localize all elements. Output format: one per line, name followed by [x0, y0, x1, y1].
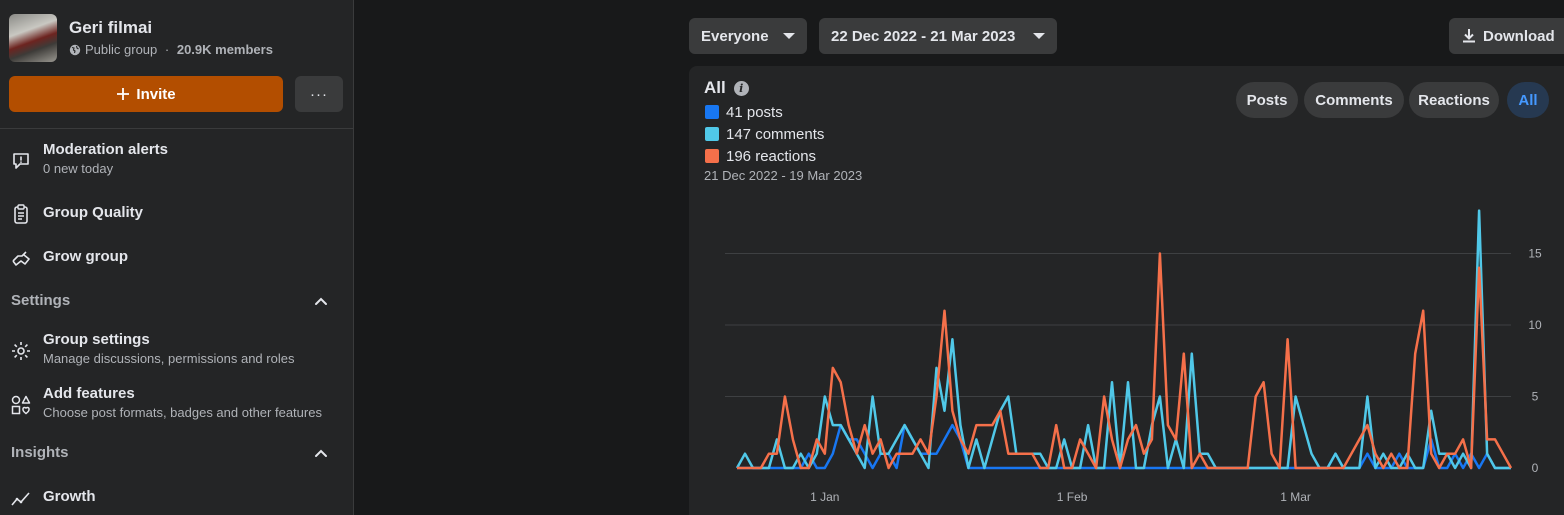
shapes-icon [9, 393, 33, 417]
member-count: 20.9K members [176, 42, 273, 57]
plus-icon [117, 88, 130, 100]
group-settings-sub: Manage discussions, permissions and role… [43, 351, 295, 366]
group-name[interactable]: Geri filmai [69, 18, 153, 37]
moderation-alerts-title: Moderation alerts [43, 141, 169, 158]
tab-comments[interactable]: Comments [1304, 82, 1404, 118]
legend-item: 147 comments [705, 123, 824, 145]
x-tick-label: 1 Jan [810, 490, 839, 504]
settings-section-title: Settings [11, 292, 71, 309]
info-icon[interactable]: i [733, 80, 749, 96]
moderation-alerts-sub: 0 new today [43, 161, 114, 176]
invite-label: Invite [136, 85, 176, 103]
group-settings-title: Group settings [43, 331, 150, 348]
tab-all[interactable]: All [1507, 82, 1549, 118]
caret-down-icon [1033, 33, 1045, 39]
activity-chart-card: All i 41 posts 147 comments 196 reactions … [689, 66, 1564, 515]
download-icon [1463, 29, 1475, 43]
flag-chat-icon [9, 149, 33, 173]
y-tick-label: 5 [1532, 390, 1539, 404]
legend-swatch [705, 105, 719, 119]
group-meta: Public group · 20.9K members [69, 42, 273, 57]
grow-group-title: Grow group [43, 248, 128, 265]
divider [0, 128, 354, 129]
nav-grow-group[interactable]: Grow group [9, 246, 128, 270]
nav-group-settings[interactable]: Group settings Manage discussions, permi… [9, 331, 294, 366]
legend-item: 41 posts [705, 101, 824, 123]
group-privacy: Public group [85, 42, 158, 57]
growth-title: Growth [43, 488, 96, 505]
legend-label: 41 posts [726, 103, 783, 121]
chart-legend: 41 posts 147 comments 196 reactions [705, 101, 824, 167]
caret-down-icon [783, 33, 795, 39]
add-features-title: Add features [43, 385, 135, 402]
tab-posts[interactable]: Posts [1236, 82, 1298, 118]
x-tick-label: 1 Feb [1057, 490, 1088, 504]
clipboard-icon [9, 202, 33, 226]
gear-icon [9, 339, 33, 363]
add-features-sub: Choose post formats, badges and other fe… [43, 405, 322, 420]
nav-moderation-alerts[interactable]: Moderation alerts 0 new today [9, 141, 168, 176]
chevron-up-icon[interactable] [312, 292, 330, 310]
group-avatar[interactable] [9, 14, 57, 62]
activity-line-chart: 0 5 10 15 1 Jan 1 Feb 1 Mar [725, 209, 1542, 504]
chevron-up-icon[interactable] [312, 444, 330, 462]
legend-label: 196 reactions [726, 147, 817, 165]
download-button[interactable]: Download [1449, 18, 1564, 54]
tab-reactions[interactable]: Reactions [1409, 82, 1499, 118]
group-quality-title: Group Quality [43, 204, 144, 221]
handshake-icon [9, 246, 33, 270]
y-tick-label: 15 [1528, 247, 1542, 261]
date-range-dropdown[interactable]: 22 Dec 2022 - 21 Mar 2023 [819, 18, 1057, 54]
meta-separator: · [161, 42, 173, 57]
insights-section-title: Insights [11, 444, 69, 461]
chart-date-range: 21 Dec 2022 - 19 Mar 2023 [704, 168, 863, 183]
nav-group-quality[interactable]: Group Quality [9, 202, 143, 226]
globe-icon [69, 44, 81, 55]
legend-swatch [705, 149, 719, 163]
audience-value: Everyone [701, 27, 769, 45]
download-label: Download [1483, 27, 1555, 45]
y-tick-label: 0 [1532, 461, 1539, 475]
series-line-reactions [737, 252, 1513, 470]
audience-dropdown[interactable]: Everyone [689, 18, 807, 54]
card-title-text: All [704, 78, 726, 97]
y-tick-label: 10 [1528, 318, 1542, 332]
legend-label: 147 comments [726, 125, 825, 143]
nav-growth[interactable]: Growth [9, 486, 96, 510]
nav-add-features[interactable]: Add features Choose post formats, badges… [9, 385, 322, 420]
more-options-button[interactable]: ··· [295, 76, 343, 112]
admin-sidebar: Geri filmai Public group · 20.9K members… [0, 0, 354, 515]
series-line-comments [735, 209, 1511, 470]
card-title: All i [704, 78, 749, 98]
trend-line-icon [9, 486, 33, 510]
legend-item: 196 reactions [705, 145, 824, 167]
group-header[interactable]: Geri filmai Public group · 20.9K members [9, 14, 273, 62]
invite-button[interactable]: Invite [9, 76, 283, 112]
legend-swatch [705, 127, 719, 141]
date-range-value: 22 Dec 2022 - 21 Mar 2023 [831, 27, 1016, 45]
x-tick-label: 1 Mar [1280, 490, 1311, 504]
